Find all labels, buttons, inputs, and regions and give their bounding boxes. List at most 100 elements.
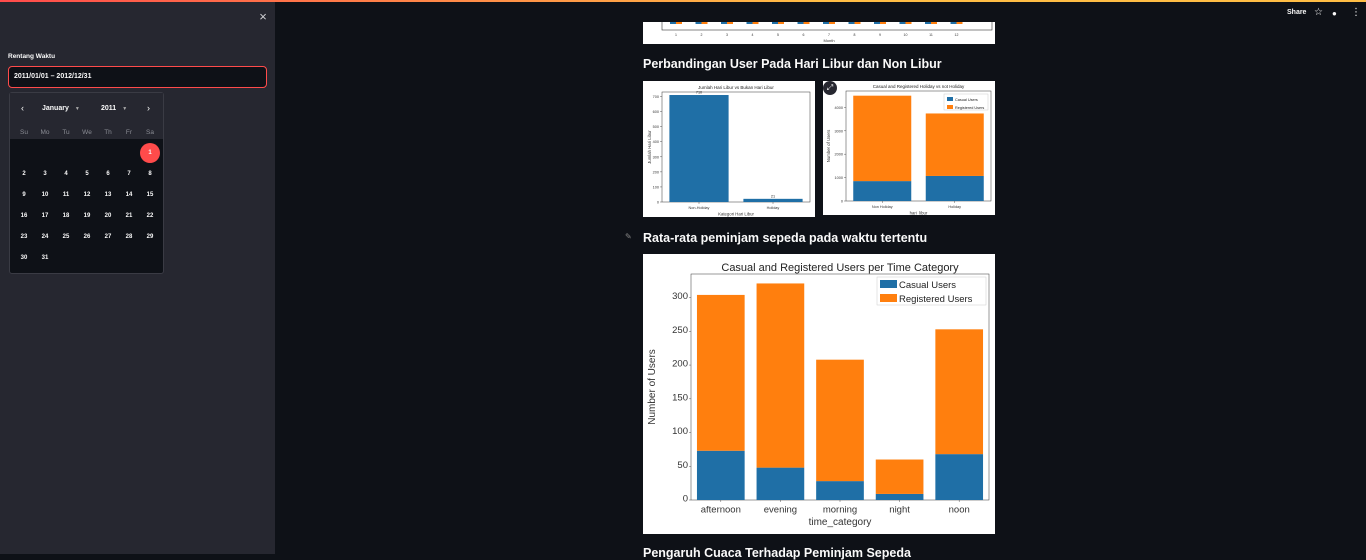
x-tick-label: Non-Holiday: [689, 206, 710, 210]
share-button[interactable]: Share: [1287, 9, 1307, 16]
calendar-day[interactable]: 29: [146, 234, 154, 240]
calendar-day[interactable]: 18: [62, 213, 70, 219]
section-title-weather: Pengaruh Cuaca Terhadap Peminjam Sepeda: [643, 546, 911, 560]
bar-casual: [925, 20, 931, 24]
legend-label: Casual Users: [899, 280, 956, 291]
tick-label: 3: [726, 33, 728, 37]
legend-box: [943, 93, 989, 111]
weekday-fr: Fr: [125, 129, 133, 136]
y-tick-label: 200: [672, 359, 688, 370]
y-tick-label: 700: [653, 95, 659, 99]
expand-icon[interactable]: ⤢: [823, 81, 837, 95]
weekday-mo: Mo: [40, 129, 50, 136]
y-tick-label: 0: [683, 494, 688, 505]
calendar-day[interactable]: 17: [41, 213, 49, 219]
month-value: January: [42, 105, 69, 112]
legend-swatch: [880, 294, 897, 302]
date-range-input[interactable]: 2011/01/01 – 2012/12/31: [8, 66, 267, 88]
bar-registered: [931, 20, 937, 24]
calendar-day[interactable]: 9: [22, 192, 26, 198]
y-tick-label: 600: [653, 110, 659, 114]
calendar-day[interactable]: 24: [41, 234, 49, 240]
x-axis-label: hari_libur: [910, 211, 928, 215]
calendar-day[interactable]: 14: [125, 192, 133, 198]
bar-registered: [935, 329, 984, 455]
y-tick-label: 300: [653, 155, 659, 159]
calendar-day[interactable]: 5: [85, 171, 89, 177]
bar-casual: [925, 175, 984, 201]
bar-registered: [752, 20, 759, 24]
bar-casual: [696, 450, 745, 500]
chart-title: Casual and Registered Users per Time Cat…: [721, 262, 959, 274]
bar-casual: [935, 454, 984, 500]
calendar-day[interactable]: 27: [104, 234, 112, 240]
year-select[interactable]: 2011 ▼: [101, 105, 127, 112]
x-tick-label: morning: [823, 505, 857, 516]
bar-casual: [756, 467, 805, 500]
bar-casual: [721, 20, 727, 24]
bar-registered: [803, 20, 810, 24]
y-tick-label: 150: [672, 392, 688, 403]
calendar-day[interactable]: 3: [43, 171, 47, 177]
calendar-day[interactable]: 22: [146, 213, 154, 219]
x-tick-label: Holiday: [767, 206, 780, 210]
calendar-day[interactable]: 12: [83, 192, 91, 198]
plot-frame: [845, 90, 992, 202]
menu-icon[interactable]: ⋮: [1351, 7, 1361, 18]
next-month-icon[interactable]: ›: [147, 103, 150, 113]
calendar-day[interactable]: 2: [22, 171, 26, 177]
bar-registered: [727, 20, 733, 24]
bar-casual: [823, 20, 829, 24]
calendar-day[interactable]: 6: [106, 171, 110, 177]
bar-registered: [816, 359, 864, 482]
y-axis-label: Jumlah Hari Libur: [647, 130, 652, 164]
weekday-su: Su: [20, 129, 28, 136]
bar-registered: [880, 20, 886, 24]
calendar-day[interactable]: 13: [104, 192, 112, 198]
tick-label: 6: [803, 33, 805, 37]
x-axis-label: Month: [823, 38, 834, 43]
calendar-day[interactable]: 8: [148, 171, 152, 177]
bar-casual: [874, 20, 880, 24]
calendar-day[interactable]: 20: [104, 213, 112, 219]
tick-label: 1: [675, 33, 677, 37]
section-title-holiday: Perbandingan User Pada Hari Libur dan No…: [643, 57, 942, 71]
calendar-day[interactable]: 16: [20, 213, 28, 219]
bar: [743, 198, 803, 202]
calendar-day[interactable]: 31: [41, 255, 49, 261]
calendar-day[interactable]: 21: [125, 213, 133, 219]
calendar-day[interactable]: 10: [41, 192, 49, 198]
calendar-day[interactable]: 28: [125, 234, 133, 240]
calendar-day[interactable]: 25: [62, 234, 70, 240]
y-tick-label: 100: [653, 185, 659, 189]
calendar-day[interactable]: 15: [146, 192, 154, 198]
calendar-day[interactable]: 7: [127, 171, 131, 177]
time-category-chart: Casual and Registered Users per Time Cat…: [643, 254, 995, 534]
month-select[interactable]: January ▼: [42, 105, 80, 112]
x-tick-label: noon: [949, 505, 970, 516]
calendar-day[interactable]: 11: [62, 192, 70, 198]
previous-month-icon[interactable]: ‹: [21, 103, 24, 113]
x-tick-label: Holiday: [948, 205, 961, 209]
close-icon: ×: [259, 9, 267, 24]
calendar-day[interactable]: 4: [64, 171, 68, 177]
legend-swatch: [947, 97, 953, 101]
tick-label: 10: [904, 33, 908, 37]
bar-registered: [875, 459, 924, 494]
close-sidebar-button[interactable]: ×: [256, 10, 270, 24]
calendar-day[interactable]: 26: [83, 234, 91, 240]
bar-casual: [772, 20, 778, 24]
calendar-day[interactable]: 23: [20, 234, 28, 240]
calendar-day[interactable]: 1: [140, 143, 160, 163]
star-icon[interactable]: ☆: [1314, 7, 1323, 18]
tick-label: 9: [879, 33, 881, 37]
github-icon[interactable]: ●: [1332, 9, 1337, 18]
top-decoration-bar: [0, 0, 1366, 2]
bar-casual: [695, 20, 702, 24]
calendar-day[interactable]: 30: [20, 255, 28, 261]
bar-registered: [676, 20, 682, 24]
bar: [669, 95, 729, 202]
x-tick-label: evening: [764, 505, 797, 516]
calendar-day[interactable]: 19: [83, 213, 91, 219]
x-tick-label: night: [889, 505, 910, 516]
